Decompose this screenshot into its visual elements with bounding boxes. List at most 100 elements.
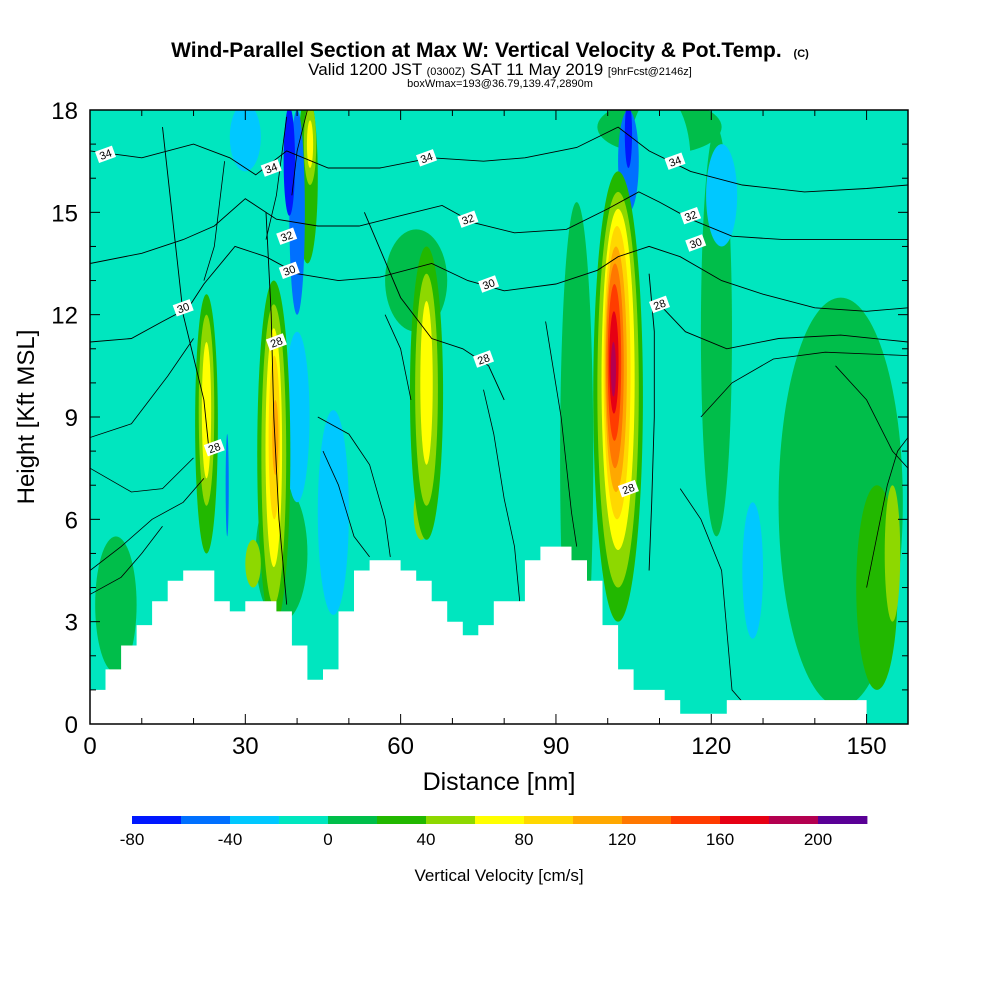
w-region-13 bbox=[742, 502, 764, 639]
theta-contour-30-5 bbox=[90, 245, 908, 343]
w-region-15 bbox=[706, 144, 738, 247]
colorbar-tick-label: 200 bbox=[804, 830, 832, 849]
theta-minor-contour-4 bbox=[322, 450, 370, 558]
y-axis-label: Height [Kft MSL] bbox=[13, 330, 40, 505]
theta-label-box bbox=[94, 145, 117, 164]
theta-contour-28-0 bbox=[162, 127, 210, 452]
copyright-mark: (C) bbox=[794, 48, 810, 60]
theta-label-6: 32 bbox=[680, 206, 702, 225]
theta-label-4: 32 bbox=[457, 210, 479, 228]
w-region-12 bbox=[317, 410, 349, 615]
theta-label-box bbox=[415, 149, 438, 167]
theta-contour-34-7 bbox=[90, 126, 908, 193]
w-region-31 bbox=[306, 120, 314, 168]
y-tick-label: 18 bbox=[51, 98, 78, 125]
y-tick-label: 12 bbox=[51, 303, 78, 330]
x-tick-label: 90 bbox=[543, 733, 570, 760]
colorbar-tick-label: 0 bbox=[323, 830, 332, 849]
colorbar-tick-label: 40 bbox=[417, 830, 436, 849]
theta-minor-contour-0 bbox=[90, 478, 205, 571]
x-tick-label: 150 bbox=[847, 733, 887, 760]
colorbar-segment-6 bbox=[426, 816, 476, 824]
theta-minor-contour-6 bbox=[483, 389, 521, 602]
theta-label-box bbox=[276, 227, 298, 245]
w-region-3 bbox=[95, 536, 137, 673]
w-region-17 bbox=[283, 110, 296, 216]
theta-label-text: 28 bbox=[621, 482, 637, 497]
theta-minor-contour-5 bbox=[317, 416, 391, 557]
x-tick-label: 120 bbox=[691, 733, 731, 760]
theta-label-box bbox=[472, 350, 495, 368]
theta-minor-contour-2 bbox=[90, 457, 194, 493]
colorbar-segment-14 bbox=[818, 816, 868, 824]
y-tick-label: 15 bbox=[51, 200, 78, 227]
w-region-29 bbox=[272, 399, 279, 475]
w-region-14 bbox=[628, 110, 691, 230]
theta-minor-contour-7 bbox=[545, 321, 578, 547]
x-tick-label: 30 bbox=[232, 733, 259, 760]
theta-label-box bbox=[664, 152, 686, 170]
theta-label-10: 30 bbox=[685, 234, 707, 252]
x-axis-label: Distance [nm] bbox=[423, 768, 576, 796]
theta-minor-contour-11 bbox=[866, 437, 908, 588]
colorbar-segment-11 bbox=[671, 816, 721, 824]
potential-temperature-labels: 34 34 34 34 32 32 32 30 30 30 30 28 28 28 28 28 bbox=[94, 145, 707, 498]
theta-label-box bbox=[685, 234, 707, 252]
theta-contour-28-2 bbox=[363, 212, 505, 401]
y-axis: 0 3 6 9 12 15 18 bbox=[51, 98, 908, 739]
chart-title: Wind-Parallel Section at Max W: Vertical… bbox=[171, 39, 809, 62]
theta-label-text: 30 bbox=[176, 301, 192, 316]
theta-label-text: 28 bbox=[652, 298, 668, 313]
theta-label-text: 34 bbox=[668, 154, 684, 169]
terrain bbox=[90, 546, 867, 724]
theta-label-text: 32 bbox=[279, 229, 295, 244]
colorbar-segment-9 bbox=[573, 816, 623, 824]
vertical-velocity-field bbox=[95, 110, 903, 714]
theta-minor-contour-14 bbox=[265, 116, 288, 240]
theta-label-5: 32 bbox=[276, 227, 298, 245]
colorbar-segment-3 bbox=[279, 816, 329, 824]
theta-label-11: 28 bbox=[265, 333, 287, 351]
theta-label-9: 30 bbox=[478, 275, 500, 293]
theta-label-box bbox=[278, 261, 300, 280]
colorbar-tick-label: 160 bbox=[706, 830, 734, 849]
theta-label-text: 30 bbox=[481, 277, 497, 292]
theta-label-box bbox=[617, 479, 639, 498]
chart-title-text: Wind-Parallel Section at Max W: Vertical… bbox=[171, 39, 782, 62]
box-wmax-info: boxWmax=193@36.79,139.47,2890m bbox=[407, 78, 593, 90]
colorbar-segment-1 bbox=[181, 816, 231, 824]
theta-label-text: 28 bbox=[476, 352, 492, 367]
theta-label-box bbox=[457, 210, 479, 228]
valid-time-utc: (0300Z) bbox=[427, 66, 466, 78]
theta-contour-28-4 bbox=[659, 304, 908, 350]
y-tick-label: 6 bbox=[65, 507, 78, 534]
theta-label-box bbox=[478, 275, 500, 293]
theta-label-text: 30 bbox=[688, 236, 704, 251]
forecast-info: [9hrFcst@2146z] bbox=[608, 66, 692, 78]
valid-date: SAT 11 May 2019 bbox=[470, 60, 603, 79]
theta-minor-contour-10 bbox=[835, 365, 908, 469]
theta-minor-contour-13 bbox=[203, 161, 225, 281]
theta-minor-contour-1 bbox=[90, 525, 163, 595]
theta-label-box bbox=[265, 333, 287, 351]
theta-label-12: 28 bbox=[203, 438, 225, 457]
y-tick-label: 0 bbox=[65, 712, 78, 739]
theta-label-7: 30 bbox=[172, 299, 194, 317]
theta-label-text: 32 bbox=[460, 212, 476, 227]
w-region-10 bbox=[100, 110, 122, 213]
theta-minor-contour-3 bbox=[90, 338, 194, 438]
theta-minor-contours bbox=[90, 110, 908, 715]
theta-label-2: 34 bbox=[415, 149, 438, 167]
colorbar-segment-13 bbox=[769, 816, 819, 824]
theta-label-text: 30 bbox=[282, 264, 298, 279]
colorbar-segment-0 bbox=[132, 816, 182, 824]
theta-label-13: 28 bbox=[472, 350, 495, 368]
theta-label-text: 34 bbox=[264, 161, 280, 176]
theta-minor-contour-9 bbox=[700, 351, 908, 418]
w-region-11 bbox=[284, 331, 310, 503]
theta-label-0: 34 bbox=[94, 145, 117, 164]
theta-label-text: 34 bbox=[98, 148, 114, 163]
theta-minor-contour-12 bbox=[384, 314, 412, 400]
colorbar-segment-7 bbox=[475, 816, 525, 824]
